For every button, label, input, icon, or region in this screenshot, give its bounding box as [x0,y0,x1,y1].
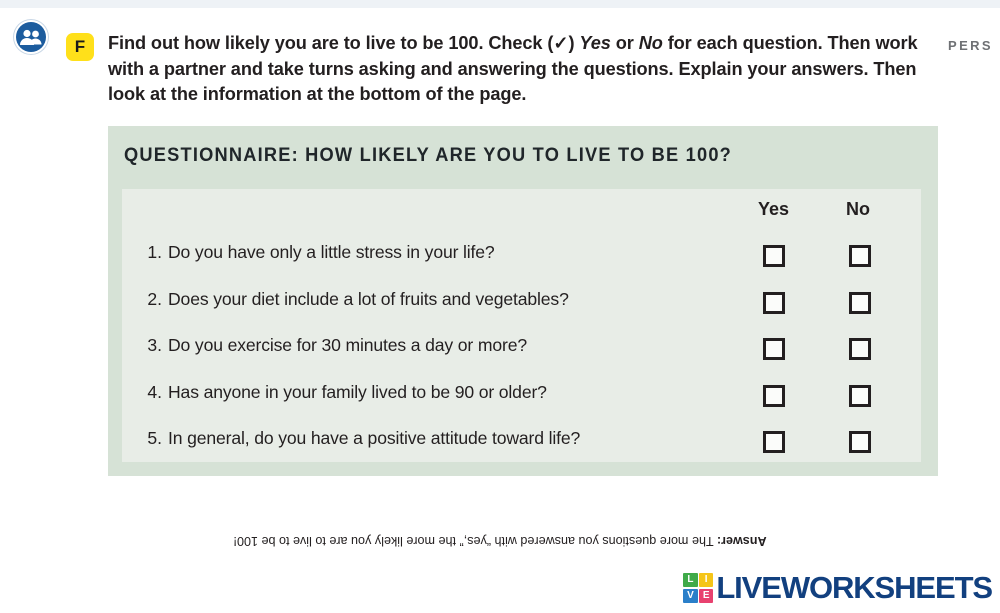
question-row: 4. Has anyone in your family lived to be… [122,375,921,422]
checkbox-no-3[interactable] [849,338,871,361]
logo-cell-e: E [699,588,714,603]
instruction-part-3: for each question. Then work with a part… [108,33,918,104]
logo-cell-v: V [683,588,698,603]
logo-cell-i: I [699,573,714,588]
checkbox-yes-2[interactable] [763,291,785,314]
checkbox-yes-3[interactable] [763,338,785,361]
questionnaire-body: Yes No 1. Do you have only a little stre… [122,189,921,462]
logo-wordmark: LIVEWORKSHEETS [716,570,993,605]
questionnaire-panel: QUESTIONNAIRE: HOW LIKELY ARE YOU TO LIV… [108,126,938,476]
question-text: Do you exercise for 30 minutes a day or … [168,335,527,356]
column-header-yes: Yes [758,199,790,219]
question-row: 3. Do you exercise for 30 minutes a day … [122,328,921,375]
logo-grid-icon: L I V E [683,573,714,603]
liveworksheets-logo: L I V E LIVEWORKSHEETS [683,570,993,606]
instruction-part-2: or [610,33,639,53]
answer-key-upside-down: Answer: The more questions you answered … [0,534,1000,548]
checkbox-no-4[interactable] [849,384,871,407]
question-list: 1. Do you have only a little stress in y… [122,235,921,468]
checkbox-no-5[interactable] [849,431,871,454]
pair-work-icon [16,22,46,52]
exercise-letter-badge: F [66,33,94,61]
instruction-yes-emphasis: Yes [579,33,611,53]
question-text: Has anyone in your family lived to be 90… [168,381,547,402]
question-number: 4. [147,381,162,402]
question-number: 5. [147,428,162,449]
logo-cell-l: L [683,573,698,588]
question-text: Do you have only a little stress in your… [168,242,495,262]
question-row: 2. Does your diet include a lot of fruit… [122,282,921,329]
question-number: 3. [147,335,162,356]
questionnaire-title: QUESTIONNAIRE: HOW LIKELY ARE YOU TO LIV… [124,145,733,166]
column-header-no: No [846,199,870,219]
instruction-text: Find out how likely you are to live to b… [108,31,926,108]
answer-text: The more questions you answered with “ye… [233,534,717,548]
checkbox-yes-4[interactable] [763,384,785,407]
instruction-no-emphasis: No [638,33,663,53]
checkbox-no-2[interactable] [849,291,871,314]
question-number: 1. [147,242,162,262]
question-row: 1. Do you have only a little stress in y… [122,235,921,282]
checkbox-yes-5[interactable] [763,431,785,454]
column-headers: Yes No [122,199,921,225]
answer-label: Answer: [716,534,767,548]
top-strip [0,0,1000,8]
checkbox-no-1[interactable] [849,245,871,267]
checkbox-yes-1[interactable] [763,245,785,267]
page-corner-label: PERS [948,38,994,53]
question-number: 2. [147,288,162,309]
question-text: In general, do you have a positive attit… [168,428,581,449]
header-row: F Find out how likely you are to live to… [0,14,1000,110]
question-text: Does your diet include a lot of fruits a… [168,288,569,309]
instruction-part-1: Find out how likely you are to live to b… [108,33,580,53]
question-row: 5. In general, do you have a positive at… [122,421,921,468]
